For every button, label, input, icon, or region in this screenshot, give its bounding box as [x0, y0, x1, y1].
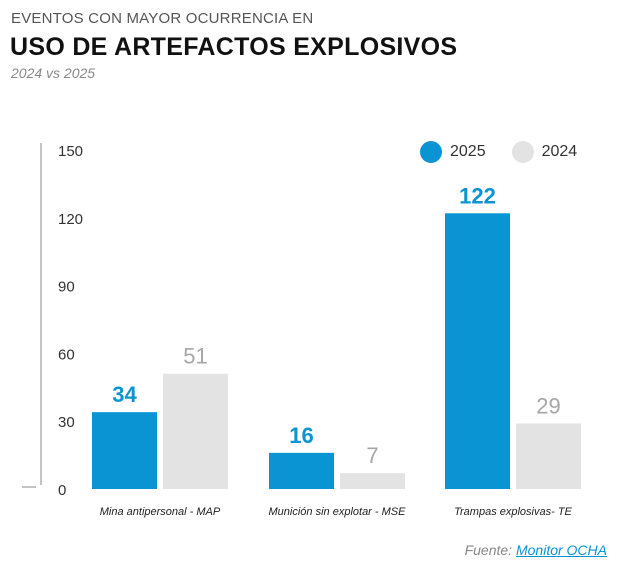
y-tick-label: 0: [58, 482, 66, 499]
data-label-2024: 51: [183, 344, 207, 369]
data-label-2025: 34: [112, 382, 137, 407]
source-prefix: Fuente:: [464, 542, 516, 558]
y-tick-label: 150: [58, 143, 83, 160]
legend: 2025 2024: [420, 141, 603, 163]
data-label-2024: 7: [366, 443, 378, 468]
x-category-label: Mina antipersonal - MAP: [100, 506, 221, 518]
bar-2024: [340, 473, 405, 489]
y-tick-label: 30: [58, 414, 75, 431]
legend-label-2025: 2025: [450, 143, 486, 160]
data-label-2024: 29: [536, 393, 560, 418]
legend-label-2024: 2024: [541, 143, 578, 160]
chart-subtitle: 2024 vs 2025: [11, 65, 96, 81]
legend-swatch-2024: [511, 141, 534, 163]
x-category-label: Trampas explosivas- TE: [454, 506, 572, 518]
bar-2025: [269, 452, 334, 489]
legend-item-2025: 2025: [420, 141, 486, 163]
x-category-label: Munición sin explotar - MSE: [269, 506, 407, 518]
bar-2025: [92, 412, 157, 489]
source-note: Fuente: Monitor OCHA: [465, 542, 607, 558]
y-tick-label: 60: [58, 346, 75, 363]
data-label-2025: 16: [289, 423, 313, 448]
legend-item-2024: 2024: [511, 141, 578, 163]
bar-2025: [445, 213, 510, 489]
data-label-2025: 122: [459, 183, 496, 208]
chart-supertitle: EVENTOS CON MAYOR OCURRENCIA EN: [11, 10, 314, 27]
y-tick-label: 90: [58, 279, 75, 296]
bar-2024: [163, 373, 228, 489]
source-link[interactable]: Monitor OCHA: [515, 542, 607, 558]
y-tick-label: 120: [58, 211, 83, 228]
chart-title: USO DE ARTEFACTOS EXPLOSIVOS: [10, 33, 458, 61]
legend-swatch-2025: [420, 141, 442, 163]
bar-2024: [516, 423, 581, 489]
